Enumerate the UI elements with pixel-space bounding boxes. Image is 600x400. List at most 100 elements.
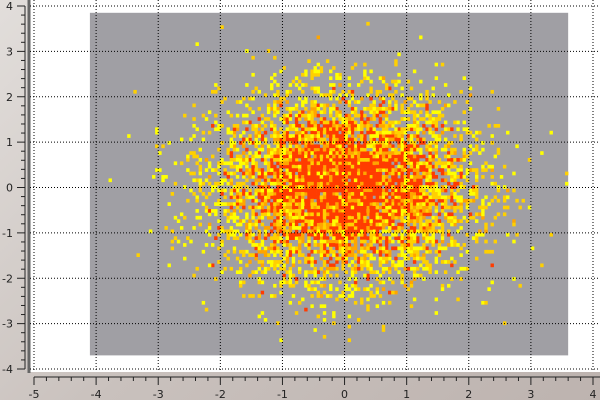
histogram-cell [266,195,271,200]
histogram-cell [238,100,243,104]
histogram-cell [403,144,407,149]
histogram-cell [419,96,423,101]
histogram-cell [170,246,175,251]
histogram-cell [167,140,171,145]
histogram-cell [313,113,317,118]
histogram-cell [356,219,361,223]
histogram-cell [344,113,348,118]
histogram-cell [238,209,243,213]
histogram-cell [341,229,345,234]
histogram-cell [465,219,470,223]
histogram-cell [419,117,423,121]
histogram-cell [431,147,435,152]
histogram-cell [353,283,358,288]
histogram-cell [381,256,386,261]
histogram-cell [232,140,237,145]
histogram-cell [332,151,336,155]
histogram-cell [369,89,373,94]
histogram-cell [294,164,299,169]
histogram-cell [459,158,463,162]
histogram-cell [189,239,193,244]
histogram-cell [235,202,240,206]
histogram-cell [291,236,296,240]
histogram-cell [384,229,389,234]
histogram-cell [282,280,286,285]
histogram-cell [270,76,274,81]
histogram-cell [456,205,460,210]
histogram-cell [329,89,333,94]
histogram-cell [285,93,289,98]
histogram-cell [478,130,482,135]
histogram-cell [329,192,333,196]
histogram-cell [350,266,355,271]
histogram-cell [369,209,373,213]
histogram-cell [406,246,411,251]
histogram-cell [397,270,401,275]
histogram-cell [434,229,439,234]
histogram-cell [260,120,265,125]
histogram-cell [232,144,237,149]
histogram-cell [372,127,376,132]
histogram-cell [313,280,317,285]
histogram-cell [388,198,392,203]
histogram-cell [496,106,501,111]
histogram-cell [325,171,330,176]
histogram-cell [384,144,389,149]
histogram-cell [443,260,448,264]
histogram-cell [329,175,333,179]
histogram-cell [341,249,345,254]
histogram-cell [310,147,314,152]
histogram-cell [378,249,383,254]
histogram-cell [291,185,296,189]
histogram-cell [329,232,333,237]
histogram-cell [384,198,389,203]
histogram-cell [406,256,411,261]
histogram-cell [347,151,352,155]
histogram-cell [443,198,448,203]
histogram-cell [266,205,271,210]
histogram-cell [409,209,414,213]
histogram-cell [450,151,454,155]
histogram-cell [319,212,324,217]
histogram-cell [369,232,373,237]
histogram-cell [238,181,243,186]
histogram-cell [400,273,404,278]
histogram-cell [211,243,215,247]
histogram-cell [484,195,488,200]
histogram-cell [285,249,289,254]
histogram-cell [341,144,345,149]
histogram-cell [285,164,289,169]
histogram-cell [453,147,457,152]
histogram-cell [363,158,367,162]
histogram-cell [288,144,293,149]
histogram-cell [285,270,289,275]
histogram-cell [434,161,439,166]
histogram-cell [270,263,274,268]
histogram-cell [468,144,473,149]
histogram-cell [384,158,389,162]
histogram-cell [344,195,348,200]
histogram-cell [294,154,299,159]
histogram-cell [372,130,376,135]
histogram-cell [409,243,414,247]
histogram-cell [381,280,386,285]
histogram-cell [335,137,339,142]
histogram-cell [443,171,448,176]
histogram-cell [397,260,401,264]
histogram-cell [279,338,283,343]
histogram-cell [248,253,252,257]
histogram-cell [229,232,234,237]
histogram-cell [229,266,234,271]
histogram-cell [347,76,352,81]
histogram-cell [332,181,336,186]
histogram-cell [313,209,317,213]
histogram-cell [204,168,209,172]
histogram-cell [412,256,417,261]
histogram-cell [397,198,401,203]
histogram-cell [217,147,221,152]
histogram-cell [360,120,364,125]
histogram-cell [415,219,420,223]
histogram-cell [372,212,376,217]
histogram-cell [447,212,451,217]
histogram-cell [195,198,199,203]
